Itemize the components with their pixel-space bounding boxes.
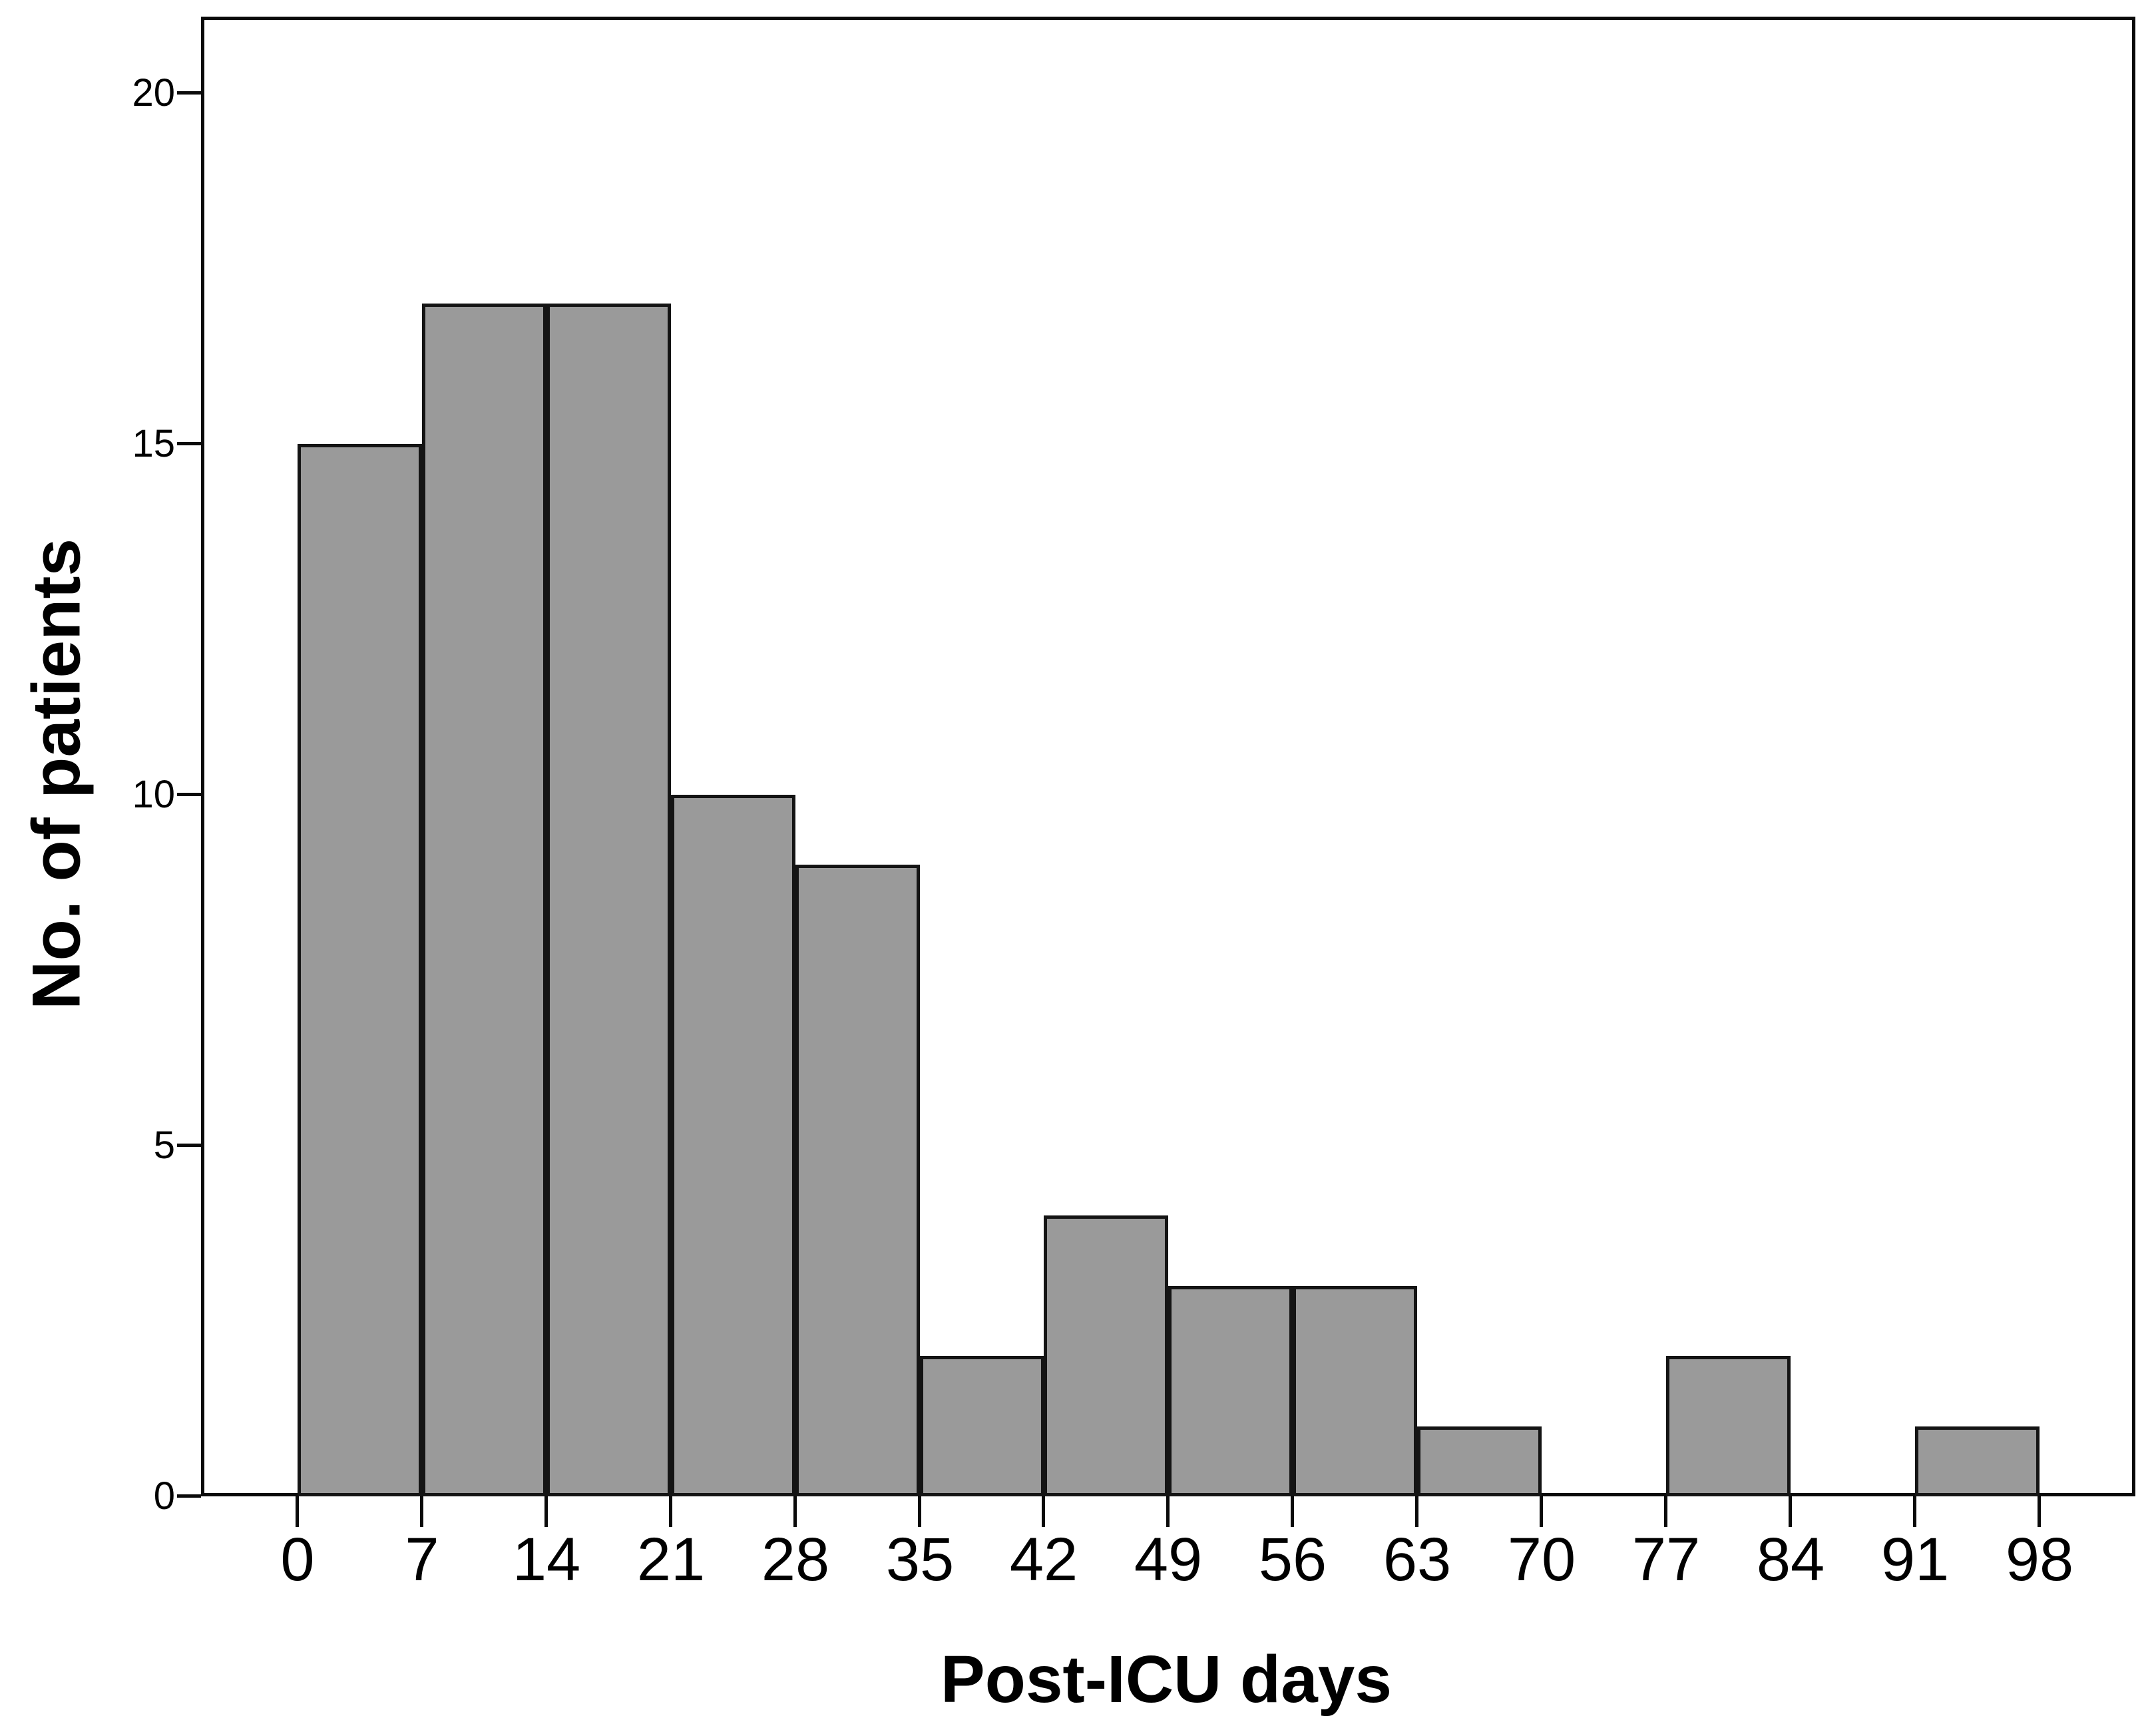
x-tick-mark-14 — [544, 1496, 548, 1527]
y-tick-label-10: 10 — [132, 773, 175, 816]
y-tick-label-15: 15 — [132, 422, 175, 465]
x-tick-label-77: 77 — [1631, 1526, 1701, 1594]
histogram-bar-35-42 — [920, 1356, 1044, 1496]
x-tick-label-56: 56 — [1258, 1526, 1327, 1594]
histogram-bar-21-28 — [671, 795, 795, 1496]
x-tick-label-21: 21 — [636, 1526, 706, 1594]
x-tick-mark-35 — [918, 1496, 921, 1527]
x-tick-mark-91 — [1913, 1496, 1916, 1527]
x-tick-mark-63 — [1415, 1496, 1418, 1527]
x-tick-label-98: 98 — [2005, 1526, 2074, 1594]
x-tick-mark-70 — [1540, 1496, 1543, 1527]
histogram-bar-77-84 — [1666, 1356, 1791, 1496]
y-tick-label-5: 5 — [153, 1124, 175, 1167]
x-tick-mark-28 — [793, 1496, 797, 1527]
x-tick-mark-7 — [420, 1496, 423, 1527]
x-tick-label-63: 63 — [1383, 1526, 1452, 1594]
x-tick-label-28: 28 — [761, 1526, 830, 1594]
histogram-bar-0-7 — [298, 444, 422, 1496]
x-tick-label-42: 42 — [1009, 1526, 1078, 1594]
x-tick-mark-42 — [1042, 1496, 1045, 1527]
x-tick-label-49: 49 — [1134, 1526, 1203, 1594]
x-axis-title: Post-ICU days — [941, 1642, 1392, 1717]
x-tick-mark-0 — [296, 1496, 299, 1527]
x-tick-label-70: 70 — [1507, 1526, 1576, 1594]
y-tick-mark-10 — [177, 793, 201, 796]
x-tick-mark-21 — [669, 1496, 672, 1527]
y-tick-label-20: 20 — [132, 71, 175, 114]
y-tick-mark-5 — [177, 1144, 201, 1147]
x-tick-mark-49 — [1166, 1496, 1170, 1527]
x-tick-label-7: 7 — [405, 1526, 439, 1594]
histogram-bar-91-98 — [1915, 1426, 2040, 1496]
histogram-bar-49-56 — [1168, 1286, 1293, 1496]
histogram-bar-42-49 — [1044, 1215, 1168, 1496]
x-tick-label-35: 35 — [885, 1526, 955, 1594]
x-tick-label-14: 14 — [512, 1526, 581, 1594]
histogram-bar-14-21 — [546, 304, 671, 1496]
y-tick-label-0: 0 — [153, 1474, 175, 1518]
x-tick-label-0: 0 — [280, 1526, 315, 1594]
x-tick-mark-84 — [1789, 1496, 1792, 1527]
x-tick-mark-56 — [1291, 1496, 1294, 1527]
y-tick-mark-20 — [177, 91, 201, 95]
x-tick-mark-98 — [2038, 1496, 2041, 1527]
histogram-bar-7-14 — [422, 304, 546, 1496]
histogram-bar-56-63 — [1293, 1286, 1417, 1496]
y-tick-mark-0 — [177, 1494, 201, 1498]
y-axis-title: No. of patients — [18, 538, 95, 1010]
x-tick-label-91: 91 — [1880, 1526, 1950, 1594]
y-tick-mark-15 — [177, 442, 201, 445]
histogram-bar-63-70 — [1417, 1426, 1542, 1496]
x-tick-label-84: 84 — [1756, 1526, 1825, 1594]
x-tick-mark-77 — [1664, 1496, 1667, 1527]
histogram-bar-28-35 — [795, 865, 920, 1496]
